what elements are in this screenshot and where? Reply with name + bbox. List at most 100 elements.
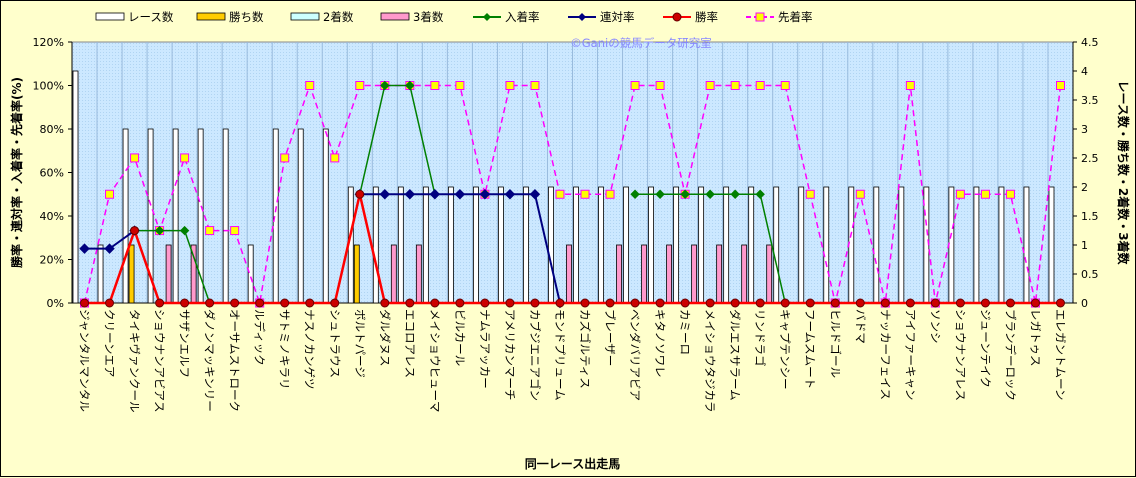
marker-先着率 bbox=[530, 81, 540, 90]
marker-勝率 bbox=[930, 298, 940, 308]
marker-勝率 bbox=[455, 298, 465, 308]
legend-swatch-2着数 bbox=[290, 12, 320, 21]
marker-入着率 bbox=[630, 189, 640, 199]
bar-3着数 bbox=[716, 244, 723, 304]
marker-勝率 bbox=[380, 298, 390, 308]
marker-先着率 bbox=[1055, 81, 1065, 90]
marker-勝率 bbox=[230, 298, 240, 308]
bar-レース数 bbox=[998, 186, 1005, 304]
marker-勝率 bbox=[330, 298, 340, 308]
bar-3着数 bbox=[691, 244, 698, 304]
category-label: キタノソワレ bbox=[653, 309, 667, 378]
bar-レース数 bbox=[172, 128, 179, 304]
category-label: クリーンエア bbox=[103, 309, 117, 377]
bar-レース数 bbox=[72, 70, 79, 304]
category-label: サザンエルフ bbox=[178, 309, 192, 378]
category-label: ジャンタルマンタル bbox=[78, 309, 92, 412]
bar-3着数 bbox=[741, 244, 748, 304]
y2-axis-title: レース数・勝ち数・2着数・3着数 bbox=[1116, 80, 1131, 265]
marker-勝率 bbox=[105, 298, 115, 308]
category-label: アイファーキャン bbox=[903, 309, 917, 400]
category-label: サトミノキラリ bbox=[278, 309, 292, 390]
marker-先着率 bbox=[655, 81, 665, 90]
marker-連対率 bbox=[379, 189, 391, 200]
y2-tick-label: 0 bbox=[1081, 297, 1088, 310]
marker-勝率 bbox=[130, 226, 140, 236]
bar-レース数 bbox=[948, 186, 955, 304]
bar-レース数 bbox=[698, 186, 705, 304]
category-label: ベンダバリアビア bbox=[628, 309, 642, 401]
marker-勝率 bbox=[630, 298, 640, 308]
marker-入着率 bbox=[755, 189, 765, 199]
bar-レース数 bbox=[97, 244, 104, 304]
marker-勝率 bbox=[855, 298, 865, 308]
marker-勝率 bbox=[180, 298, 190, 308]
bar-レース数 bbox=[1048, 186, 1055, 304]
marker-先着率 bbox=[455, 81, 465, 90]
marker-勝率 bbox=[730, 298, 740, 308]
bar-レース数 bbox=[723, 186, 730, 304]
category-label: ショウナンアビアス bbox=[153, 309, 167, 413]
marker-連対率 bbox=[529, 189, 541, 200]
marker-勝率 bbox=[255, 298, 265, 308]
category-label: ナスノカンゲツ bbox=[303, 309, 317, 390]
bar-3着数 bbox=[566, 244, 572, 304]
bar-レース数 bbox=[673, 186, 680, 304]
category-label: タイキヴァンクール bbox=[128, 309, 142, 413]
category-label: キャプテンシー bbox=[778, 309, 792, 390]
bar-レース数 bbox=[272, 128, 279, 304]
category-label: メイショウヒューマ bbox=[428, 309, 442, 413]
bar-レース数 bbox=[748, 186, 755, 304]
marker-先着率 bbox=[430, 81, 440, 90]
bar-レース数 bbox=[648, 186, 654, 304]
bar-レース数 bbox=[1023, 186, 1030, 304]
bar-レース数 bbox=[598, 186, 604, 304]
bar-3着数 bbox=[415, 244, 422, 304]
category-label: ブランデーロック bbox=[1003, 309, 1017, 401]
marker-先着率 bbox=[730, 81, 740, 90]
bar-レース数 bbox=[498, 186, 504, 304]
bar-レース数 bbox=[823, 186, 830, 304]
y2-tick-label: 0.5 bbox=[1081, 268, 1099, 281]
category-label: カズゴルティス bbox=[578, 309, 592, 389]
category-label: ジューンテイク bbox=[978, 309, 992, 388]
marker-先着率 bbox=[805, 189, 815, 199]
bar-レース数 bbox=[147, 128, 154, 304]
category-label: モンドプリューム bbox=[553, 309, 567, 401]
marker-連対率 bbox=[479, 189, 491, 200]
bar-勝ち数 bbox=[353, 244, 360, 304]
legend-marker-入着率 bbox=[483, 13, 491, 21]
marker-先着率 bbox=[630, 81, 640, 90]
marker-勝率 bbox=[430, 298, 440, 308]
marker-先着率 bbox=[555, 189, 565, 199]
marker-勝率 bbox=[605, 298, 615, 308]
marker-連対率 bbox=[429, 189, 441, 200]
marker-入着率 bbox=[154, 225, 165, 236]
bar-勝ち数 bbox=[128, 244, 135, 304]
marker-勝率 bbox=[780, 298, 790, 308]
bar-レース数 bbox=[297, 128, 304, 304]
marker-先着率 bbox=[905, 81, 915, 90]
bar-レース数 bbox=[623, 186, 629, 304]
bar-3着数 bbox=[666, 244, 672, 304]
y2-tick-label: 1 bbox=[1081, 239, 1088, 252]
marker-先着率 bbox=[580, 189, 590, 199]
marker-勝率 bbox=[355, 189, 365, 199]
marker-勝率 bbox=[80, 298, 90, 308]
category-label: バドマ bbox=[853, 309, 867, 344]
category-label: オーサムストローク bbox=[228, 309, 242, 412]
marker-勝率 bbox=[280, 298, 290, 308]
category-label: ヒルドゴール bbox=[828, 309, 842, 378]
category-label: ソンシ bbox=[928, 309, 942, 344]
marker-連対率 bbox=[104, 243, 115, 254]
category-label: レガトゥス bbox=[1028, 309, 1042, 367]
bar-3着数 bbox=[165, 244, 172, 304]
marker-入着率 bbox=[705, 189, 715, 199]
marker-勝率 bbox=[530, 298, 540, 308]
marker-先着率 bbox=[855, 189, 865, 199]
y2-tick-label: 2 bbox=[1081, 181, 1088, 194]
marker-連対率 bbox=[404, 189, 416, 200]
category-label: ナッカーフェイス bbox=[878, 309, 892, 400]
marker-勝率 bbox=[1005, 298, 1015, 308]
